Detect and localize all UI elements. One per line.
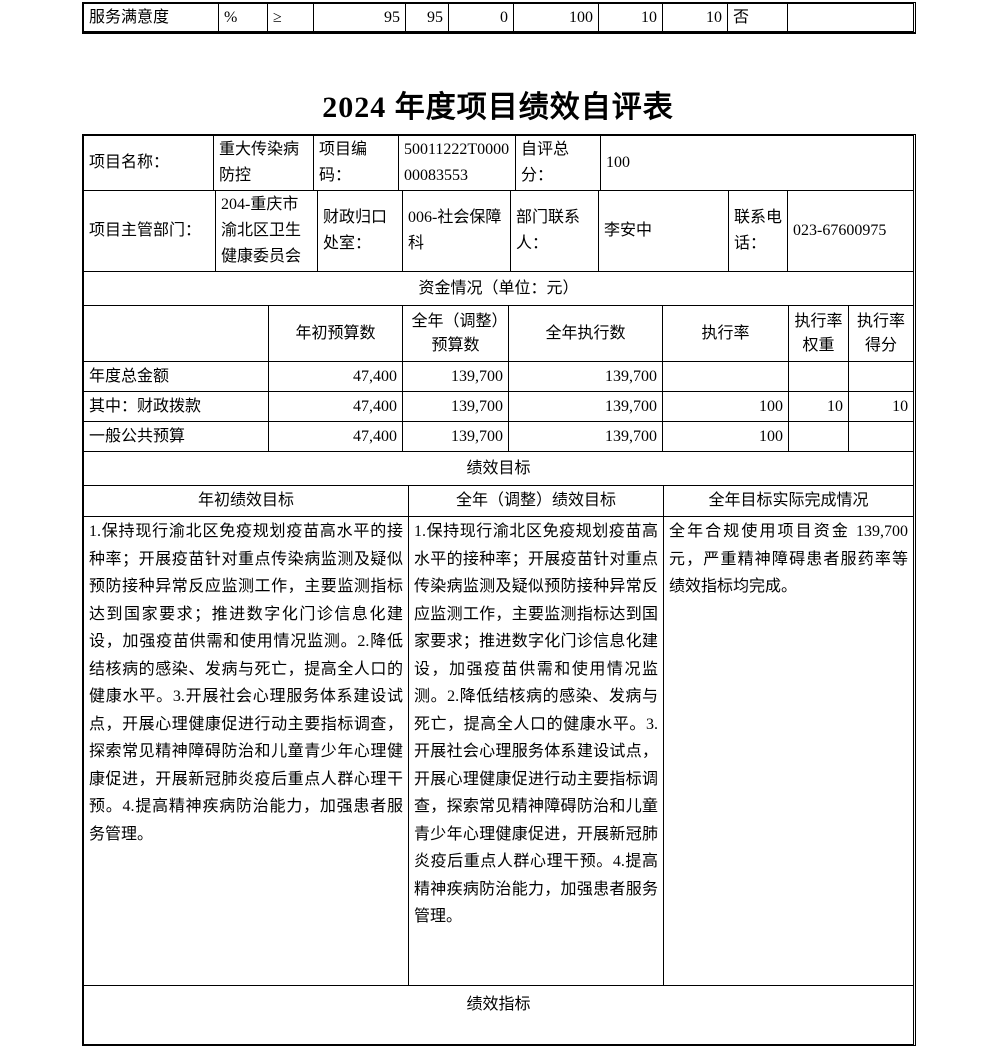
fiscal-initial-cell: 47,400	[268, 391, 403, 422]
column-header-initial-budget: 年初预算数	[268, 305, 403, 362]
direction-cell: ≥	[267, 3, 314, 32]
row-label-public-budget: 一般公共预算	[83, 421, 269, 452]
column-header-adjusted-goal: 全年（调整）绩效目标	[408, 485, 664, 517]
self-score-label: 自评总分：	[515, 135, 601, 191]
dept-label: 项目主管部门：	[83, 190, 216, 272]
project-code-value: 50011222T000000083553	[398, 135, 516, 191]
contact-value: 李安中	[598, 190, 729, 272]
project-info-row1: 项目名称： 重大传染病防控 项目编码： 50011222T00000008355…	[83, 135, 914, 191]
deviation-cell: 0	[448, 3, 514, 32]
funding-section-title: 资金情况（单位：元）	[82, 271, 915, 306]
total-initial-cell: 47,400	[268, 361, 403, 392]
project-name-value: 重大传染病防控	[213, 135, 314, 191]
table-row: 项目主管部门： 204-重庆市渝北区卫生健康委员会 财政归口处室： 006-社会…	[83, 190, 914, 272]
table-row: 其中：财政拨款 47,400 139,700 139,700 100 10 10	[83, 391, 915, 422]
page-title: 2024 年度项目绩效自评表	[322, 91, 674, 124]
fiscal-adjusted-cell: 139,700	[402, 391, 509, 422]
column-header-blank	[83, 305, 269, 362]
fiscal-rate-cell: 100	[662, 391, 789, 422]
fiscal-executed-cell: 139,700	[508, 391, 663, 422]
fiscal-score-cell: 10	[847, 391, 915, 422]
table-header-row: 年初绩效目标 全年（调整）绩效目标 全年目标实际完成情况	[83, 485, 915, 517]
fiscal-weight-cell: 10	[788, 391, 849, 422]
public-weight-cell	[788, 421, 849, 452]
column-header-adjusted-budget: 全年（调整）预算数	[402, 305, 509, 362]
table-header-row: 年初预算数 全年（调整）预算数 全年执行数 执行率 执行率权重 执行率得分	[83, 305, 915, 362]
public-score-cell	[847, 421, 915, 452]
score-cell: 10	[662, 3, 728, 32]
table-row: 绩效目标	[82, 451, 915, 486]
dept-value: 204-重庆市渝北区卫生健康委员会	[215, 190, 318, 272]
column-header-rate-weight: 执行率权重	[788, 305, 849, 362]
completion-text: 全年合规使用项目资金 139,700 元，严重精神障碍患者服药率等绩效指标均完成…	[662, 516, 915, 986]
self-evaluation-table: 项目名称： 重大传染病防控 项目编码： 50011222T00000008355…	[82, 134, 916, 1046]
adjusted-goal-text: 1.保持现行渝北区免疫规划疫苗高水平的接种率；开展疫苗针对重点传染病监测及疑似预…	[408, 516, 664, 986]
flag-cell: 否	[727, 3, 788, 32]
table-row: 项目名称： 重大传染病防控 项目编码： 50011222T00000008355…	[83, 135, 914, 191]
indicator-fragment-table: 服务满意度 % ≥ 95 95 0 100 10 10 否	[83, 3, 914, 32]
performance-goals-table: 绩效目标 年初绩效目标 全年（调整）绩效目标 全年目标实际完成情况 1.保持现行…	[82, 451, 915, 1045]
table-row: 服务满意度 % ≥ 95 95 0 100 10 10 否	[83, 3, 914, 32]
goals-section-title: 绩效目标	[82, 451, 915, 486]
empty-cell	[787, 3, 914, 32]
total-weight-cell	[788, 361, 849, 392]
finance-office-label: 财政归口处室：	[317, 190, 403, 272]
table-row: 年度总金额 47,400 139,700 139,700	[83, 361, 915, 392]
row-label-fiscal: 其中：财政拨款	[83, 391, 269, 422]
unit-cell: %	[218, 3, 268, 32]
column-header-execution-rate: 执行率	[662, 305, 789, 362]
rate-cell: 100	[513, 3, 599, 32]
total-adjusted-cell: 139,700	[402, 361, 509, 392]
total-rate-cell	[662, 361, 789, 392]
finance-office-value: 006-社会保障科	[402, 190, 511, 272]
column-header-rate-score: 执行率得分	[847, 305, 915, 362]
previous-table-fragment: 服务满意度 % ≥ 95 95 0 100 10 10 否	[82, 2, 916, 34]
table-row: 资金情况（单位：元）	[82, 271, 915, 306]
project-info-row2: 项目主管部门： 204-重庆市渝北区卫生健康委员会 财政归口处室： 006-社会…	[83, 190, 914, 272]
column-header-executed: 全年执行数	[508, 305, 663, 362]
public-executed-cell: 139,700	[508, 421, 663, 452]
funding-table: 资金情况（单位：元） 年初预算数 全年（调整）预算数 全年执行数 执行率 执行率…	[82, 271, 915, 452]
initial-goal-text: 1.保持现行渝北区免疫规划疫苗高水平的接种率；开展疫苗针对重点传染病监测及疑似预…	[83, 516, 409, 986]
column-header-initial-goal: 年初绩效目标	[83, 485, 409, 517]
public-adjusted-cell: 139,700	[402, 421, 509, 452]
table-row: 绩效指标	[82, 985, 915, 1045]
table-row: 1.保持现行渝北区免疫规划疫苗高水平的接种率；开展疫苗针对重点传染病监测及疑似预…	[83, 516, 915, 986]
public-rate-cell: 100	[662, 421, 789, 452]
indicator-name-cell: 服务满意度	[83, 3, 219, 32]
actual-value-cell: 95	[405, 3, 449, 32]
row-label-total: 年度总金额	[83, 361, 269, 392]
column-header-completion: 全年目标实际完成情况	[662, 485, 915, 517]
table-row: 一般公共预算 47,400 139,700 139,700 100	[83, 421, 915, 452]
indicators-section-title: 绩效指标	[82, 985, 915, 1045]
self-score-value: 100	[600, 135, 914, 191]
phone-label: 联系电话：	[728, 190, 788, 272]
phone-value: 023-67600975	[787, 190, 914, 272]
project-name-label: 项目名称：	[83, 135, 214, 191]
project-code-label: 项目编码：	[313, 135, 399, 191]
public-initial-cell: 47,400	[268, 421, 403, 452]
contact-label: 部门联系人：	[510, 190, 599, 272]
total-executed-cell: 139,700	[508, 361, 663, 392]
target-value-cell: 95	[313, 3, 406, 32]
weight-cell: 10	[598, 3, 663, 32]
total-score-cell	[847, 361, 915, 392]
